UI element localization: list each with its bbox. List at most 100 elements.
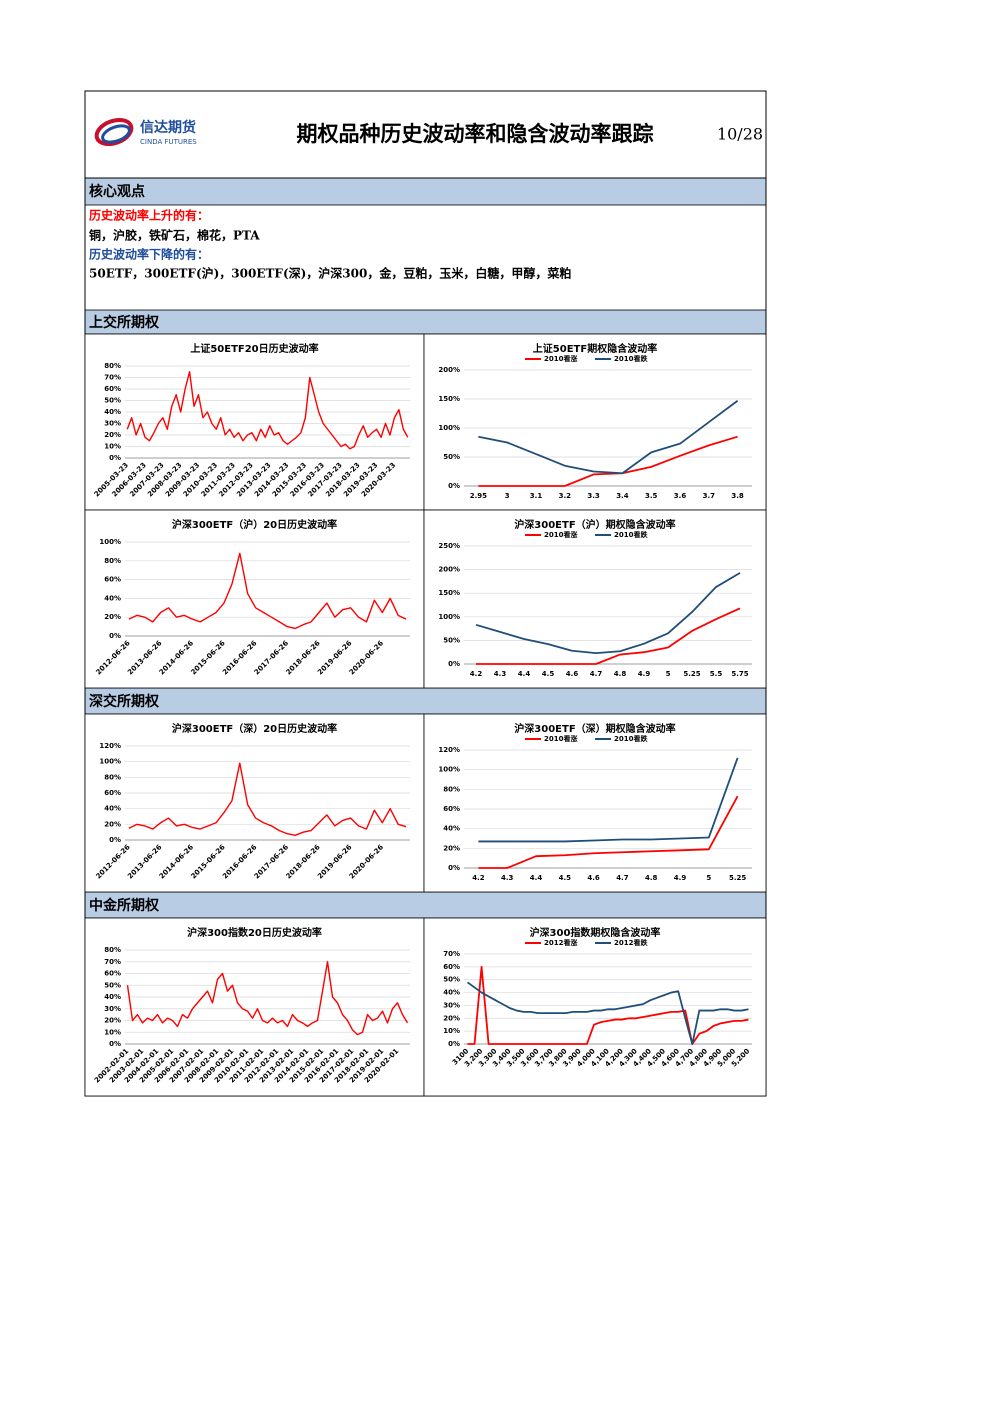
y-tick-label: 10% <box>443 1027 460 1035</box>
y-tick-label: 100% <box>99 538 121 546</box>
y-tick-label: 0% <box>448 660 460 668</box>
y-tick-label: 200% <box>438 566 460 574</box>
y-tick-label: 0% <box>448 864 460 872</box>
section-bar <box>84 309 767 335</box>
y-tick-label: 30% <box>104 420 121 428</box>
y-tick-label: 40% <box>104 805 121 813</box>
y-tick-label: 60% <box>104 576 121 584</box>
page-title: 期权品种历史波动率和隐含波动率跟踪 <box>297 122 654 146</box>
charts: 上证50ETF20日历史波动率 0% 10% 20% 30% 40% 50% 60% 70% 80… <box>84 333 767 1097</box>
legend-label: 2010看涨 <box>544 354 578 363</box>
y-tick-label: 200% <box>438 366 460 374</box>
x-tick-label: 4.5 <box>559 874 572 882</box>
x-tick-label: 4.2 <box>472 874 485 882</box>
section-bar <box>84 687 767 715</box>
chart-frame <box>84 333 425 511</box>
section-title: 中金所期权 <box>89 897 160 914</box>
x-tick-label: 4.6 <box>587 874 600 882</box>
y-tick-label: 100% <box>99 758 121 766</box>
x-tick-label: 3.5 <box>645 492 658 500</box>
section-bar <box>84 891 767 919</box>
y-tick-label: 60% <box>104 385 121 393</box>
y-tick-label: 80% <box>104 557 121 565</box>
chart: 上证50ETF20日历史波动率 0% 10% 20% 30% 40% 50% 60% 70% 80… <box>84 333 425 511</box>
x-tick-label: 3.2 <box>559 492 572 500</box>
y-tick-label: 20% <box>443 1014 460 1022</box>
chart-title: 沪深300ETF（深）期权隐含波动率 <box>514 722 675 735</box>
y-tick-label: 40% <box>443 825 460 833</box>
y-tick-label: 60% <box>104 970 121 978</box>
y-tick-label: 20% <box>104 431 121 439</box>
legend-label: 2010看涨 <box>544 734 578 743</box>
series-line <box>478 795 739 869</box>
chart-frame <box>84 917 425 1097</box>
y-tick-label: 80% <box>104 946 121 954</box>
x-tick-label: 3.6 <box>674 492 687 500</box>
series-line <box>476 607 741 665</box>
y-tick-label: 40% <box>443 989 460 997</box>
y-tick-label: 80% <box>104 362 121 370</box>
x-tick-label: 4.9 <box>638 670 651 678</box>
y-tick-label: 70% <box>104 374 121 382</box>
chart-frame <box>423 509 767 689</box>
legend-label: 2010看跌 <box>614 734 648 743</box>
chart: 沪深300ETF（沪）20日历史波动率0%20%40%60%80%100%201… <box>84 509 425 689</box>
y-tick-label: 0% <box>109 632 121 640</box>
y-tick-label: 120% <box>438 746 460 754</box>
y-tick-label: 150% <box>438 395 460 403</box>
y-tick-label: 40% <box>104 993 121 1001</box>
x-tick-label: 3.3 <box>587 492 600 500</box>
y-tick-label: 10% <box>104 1028 121 1036</box>
section-bar <box>84 177 767 206</box>
core-line: 历史波动率上升的有： <box>89 208 209 223</box>
x-tick-label: 5.75 <box>731 670 748 678</box>
x-tick-label: 4.8 <box>645 874 658 882</box>
y-tick-label: 20% <box>104 613 121 621</box>
x-tick-label: 5.5 <box>710 670 723 678</box>
x-tick-label: 4.8 <box>614 670 627 678</box>
series-line <box>126 961 409 1036</box>
chart: 沪深300ETF（深）20日历史波动率 0% 20% 40% 60% 80% 100% 120… <box>84 713 425 893</box>
y-tick-label: 250% <box>438 542 460 550</box>
y-tick-label: 40% <box>104 594 121 602</box>
x-tick-label: 4.3 <box>501 874 514 882</box>
chart: 沪深300指数20日历史波动率 0% 10% 20% 30% 40% 50% 60% 70% 80… <box>84 917 425 1097</box>
legend-label: 2012看跌 <box>614 938 648 947</box>
y-tick-label: 0% <box>448 482 460 490</box>
chart-frame <box>84 509 425 689</box>
y-tick-label: 10% <box>104 443 121 451</box>
chart-frame <box>423 333 767 511</box>
y-tick-label: 30% <box>443 1001 460 1009</box>
x-tick-label: 3.8 <box>731 492 744 500</box>
x-tick-label: 3.1 <box>530 492 543 500</box>
series-line <box>467 965 749 1045</box>
x-tick-label: 4.3 <box>494 670 507 678</box>
y-tick-label: 0% <box>109 1040 121 1048</box>
core-line: 历史波动率下降的有： <box>89 247 209 262</box>
section-title: 深交所期权 <box>89 693 160 710</box>
chart-title: 上证50ETF20日历史波动率 <box>190 342 318 355</box>
y-tick-label: 50% <box>443 453 460 461</box>
series-line <box>128 552 407 630</box>
y-tick-label: 70% <box>104 958 121 966</box>
y-tick-label: 50% <box>443 636 460 644</box>
y-tick-label: 60% <box>443 805 460 813</box>
series-line <box>478 757 739 843</box>
y-tick-label: 40% <box>104 408 121 416</box>
x-tick-label: 2.95 <box>470 492 487 500</box>
y-tick-label: 0% <box>109 836 121 844</box>
y-tick-label: 100% <box>438 424 460 432</box>
y-tick-label: 80% <box>104 773 121 781</box>
chart-title: 沪深300ETF（深）20日历史波动率 <box>172 722 337 735</box>
section-title: 核心观点 <box>89 183 145 200</box>
legend-label: 2010看跌 <box>614 530 648 539</box>
x-tick-label: 5.25 <box>683 670 700 678</box>
chart-frame <box>423 917 767 1097</box>
core-line: 铜，沪胶，铁矿石，棉花，PTA <box>89 228 260 243</box>
x-tick-label: 3.7 <box>703 492 716 500</box>
logo: 信达期货 CINDA FUTURES <box>94 117 197 147</box>
